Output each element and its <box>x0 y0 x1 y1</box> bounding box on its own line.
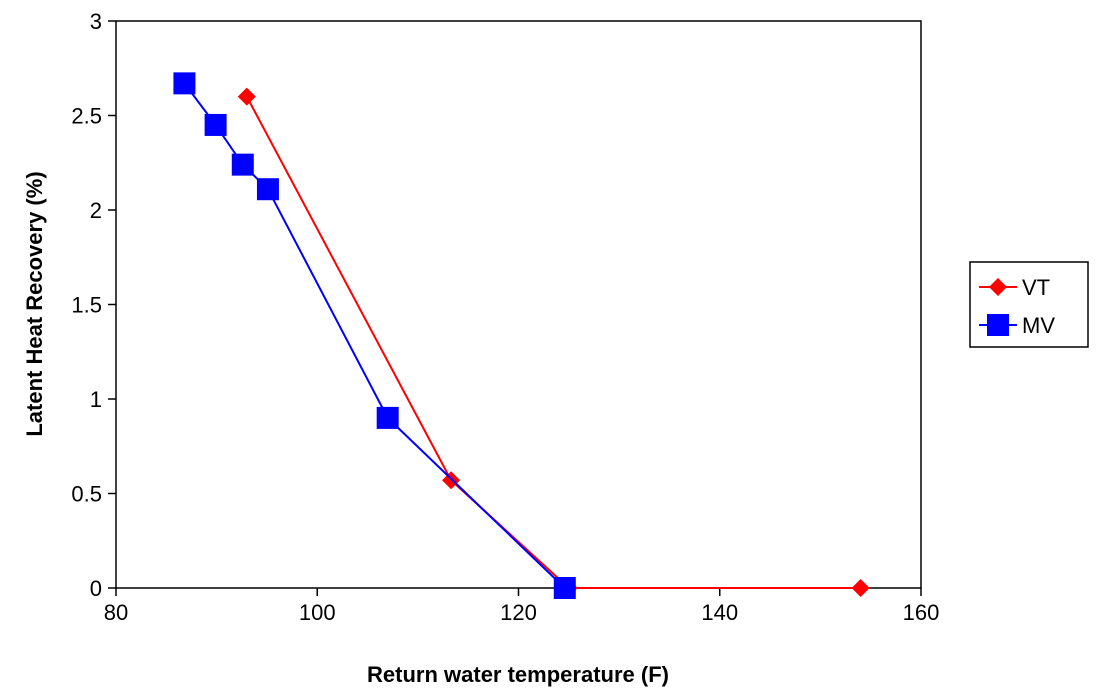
y-axis-title: Latent Heat Recovery (%) <box>22 171 47 436</box>
y-tick-label: 1 <box>90 387 102 412</box>
y-tick-label: 1.5 <box>71 293 102 318</box>
legend-item: VT <box>979 275 1050 300</box>
y-tick-label: 2 <box>90 198 102 223</box>
data-point <box>256 178 279 201</box>
data-point <box>553 577 576 599</box>
data-point <box>231 153 254 176</box>
legend-label: MV <box>1022 313 1055 338</box>
series-layer <box>173 72 870 599</box>
legend-items: VT MV <box>979 275 1055 338</box>
y-tick-label: 3 <box>90 9 102 34</box>
y-tick-label: 2.5 <box>71 104 102 129</box>
legend-label: VT <box>1022 275 1050 300</box>
y-axis: 0 0.5 1 1.5 2 2.5 3 <box>71 9 116 601</box>
data-point <box>173 72 196 95</box>
x-tick-label: 120 <box>500 600 537 625</box>
legend-marker <box>989 278 1007 296</box>
series-1 <box>173 72 576 599</box>
legend: VT MV <box>969 261 1089 348</box>
data-point <box>376 406 399 429</box>
y-tick-label: 0 <box>90 576 102 601</box>
data-point <box>204 113 227 136</box>
x-axis-title: Return water temperature (F) <box>367 662 669 687</box>
x-axis: 80 100 120 140 160 <box>104 588 940 625</box>
x-tick-label: 80 <box>104 600 128 625</box>
x-tick-label: 140 <box>701 600 738 625</box>
y-tick-label: 0.5 <box>71 482 102 507</box>
x-tick-label: 160 <box>903 600 940 625</box>
data-point <box>237 87 256 106</box>
plot-area <box>115 20 922 589</box>
data-point <box>851 579 870 597</box>
legend-marker <box>987 314 1009 336</box>
legend-item: MV <box>979 313 1055 338</box>
x-tick-label: 100 <box>299 600 336 625</box>
